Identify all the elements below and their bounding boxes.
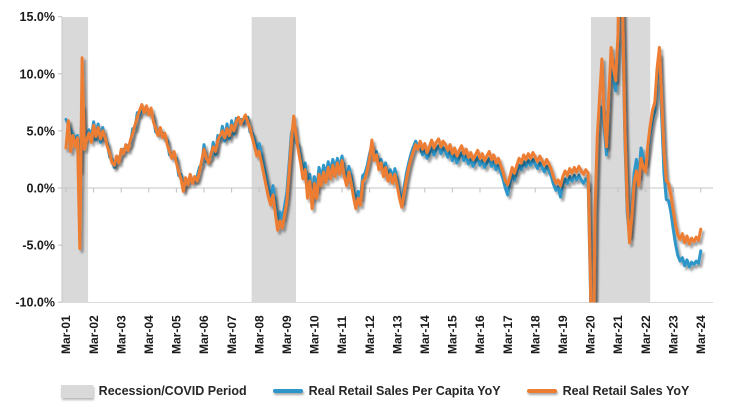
x-axis-tick-label: Mar-01 bbox=[59, 315, 73, 354]
x-axis-tick-label: Mar-14 bbox=[418, 315, 432, 354]
total-sales-line-swatch bbox=[526, 388, 557, 394]
legend-label-per-capita: Real Retail Sales Per Capita YoY bbox=[308, 384, 501, 398]
legend-item-total-sales: Real Retail Sales YoY bbox=[526, 384, 690, 398]
y-axis-tick-label: 10.0% bbox=[20, 67, 55, 81]
x-axis-tick-label: Mar-06 bbox=[197, 315, 211, 354]
x-axis-tick-label: Mar-08 bbox=[252, 315, 266, 354]
legend: Recession/COVID Period Real Retail Sales… bbox=[0, 384, 750, 398]
x-axis-tick-label: Mar-19 bbox=[556, 315, 570, 354]
legend-item-per-capita: Real Retail Sales Per Capita YoY bbox=[272, 384, 501, 398]
x-axis-tick-label: Mar-22 bbox=[639, 315, 653, 354]
recession-period-swatch bbox=[60, 384, 93, 398]
x-axis-tick-label: Mar-03 bbox=[114, 315, 128, 354]
x-axis-tick-label: Mar-18 bbox=[528, 315, 542, 354]
legend-label-recession-period: Recession/COVID Period bbox=[98, 384, 247, 398]
x-axis-tick-label: Mar-12 bbox=[363, 315, 377, 354]
x-axis-tick-label: Mar-05 bbox=[170, 315, 184, 354]
x-axis-tick-label: Mar-21 bbox=[611, 315, 625, 354]
x-axis-labels: Mar-01 Mar-02 Mar-03 Mar-04 Mar-05 Mar-06 Mar-… bbox=[59, 315, 708, 354]
x-axis-tick-label: Mar-09 bbox=[280, 315, 294, 354]
legend-label-total-sales: Real Retail Sales YoY bbox=[562, 384, 690, 398]
x-axis-tick-label: Mar-10 bbox=[308, 315, 322, 354]
y-axis-tick-label: -10.0% bbox=[15, 296, 55, 310]
recession-band bbox=[62, 17, 89, 303]
x-axis-tick-label: Mar-02 bbox=[87, 315, 101, 354]
data-series bbox=[64, 17, 703, 303]
y-axis-tick-label: -5.0% bbox=[22, 239, 55, 253]
y-axis-tick-label: 0.0% bbox=[27, 182, 56, 196]
x-axis-tick-label: Mar-07 bbox=[225, 315, 239, 354]
x-axis-tick-label: Mar-15 bbox=[446, 315, 460, 354]
legend-item-recession-period: Recession/COVID Period bbox=[60, 384, 247, 398]
recession-bands bbox=[62, 17, 651, 303]
x-axis-tick-label: Mar-16 bbox=[473, 315, 487, 354]
x-axis-tick-label: Mar-23 bbox=[666, 315, 680, 354]
x-axis-tick-label: Mar-04 bbox=[142, 315, 156, 354]
axes-and-gridlines bbox=[58, 16, 713, 303]
x-axis-tick-label: Mar-20 bbox=[584, 315, 598, 354]
per-capita-line-swatch bbox=[272, 388, 303, 394]
x-axis-tick-label: Mar-24 bbox=[694, 315, 708, 354]
x-axis-tick-label: Mar-11 bbox=[335, 316, 349, 354]
y-axis-labels: 15.0% 10.0% 5.0% 0.0% -5.0% -10.0% bbox=[15, 10, 55, 310]
y-axis-tick-label: 5.0% bbox=[27, 124, 56, 138]
y-axis-tick-label: 15.0% bbox=[20, 10, 55, 24]
x-axis-tick-label: Mar-13 bbox=[390, 315, 404, 354]
total-sales-series-line bbox=[64, 17, 703, 303]
x-axis-tick-label: Mar-17 bbox=[501, 315, 515, 354]
